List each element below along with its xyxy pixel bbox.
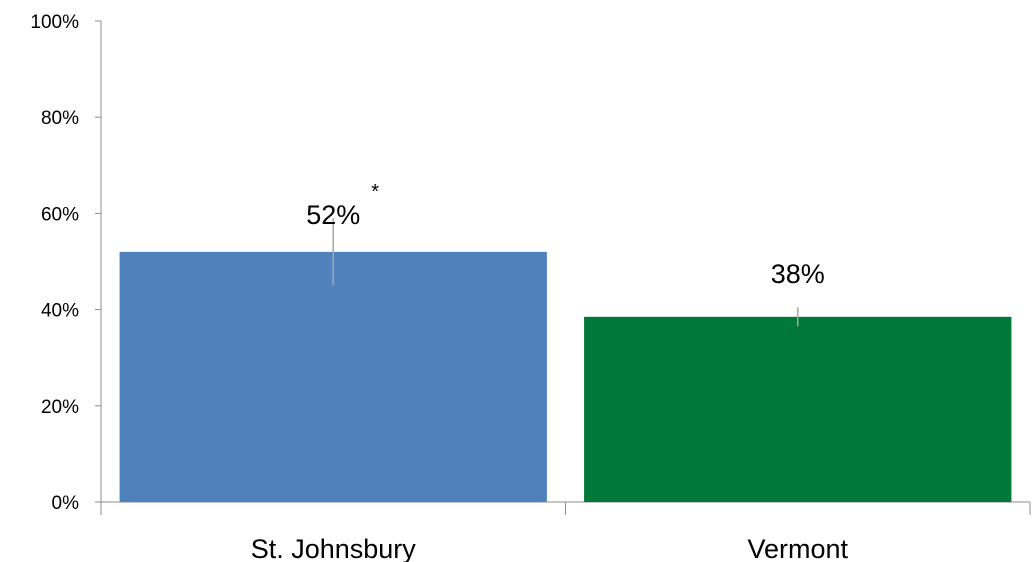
y-tick-label: 20% [41, 397, 79, 418]
y-tick-label: 60% [41, 204, 79, 225]
data-labels: 52% * 38% [306, 181, 825, 289]
significance-mark: * [371, 181, 379, 203]
y-tick-label: 40% [41, 301, 79, 322]
y-tick-label: 80% [41, 108, 79, 129]
bar-0 [119, 251, 547, 502]
y-tick-label: 0% [52, 493, 80, 514]
y-axis: 0% 20% 40% 60% 80% 100% [30, 12, 102, 514]
bars [119, 218, 1012, 502]
x-axis: St. Johnsbury Vermont [100, 501, 1031, 562]
category-label: St. Johnsbury [251, 534, 417, 562]
bar-1 [584, 316, 1012, 502]
data-label: 52% [306, 200, 360, 230]
y-tick-label: 100% [30, 12, 79, 33]
data-label: 38% [771, 259, 825, 289]
category-label: Vermont [747, 534, 848, 562]
